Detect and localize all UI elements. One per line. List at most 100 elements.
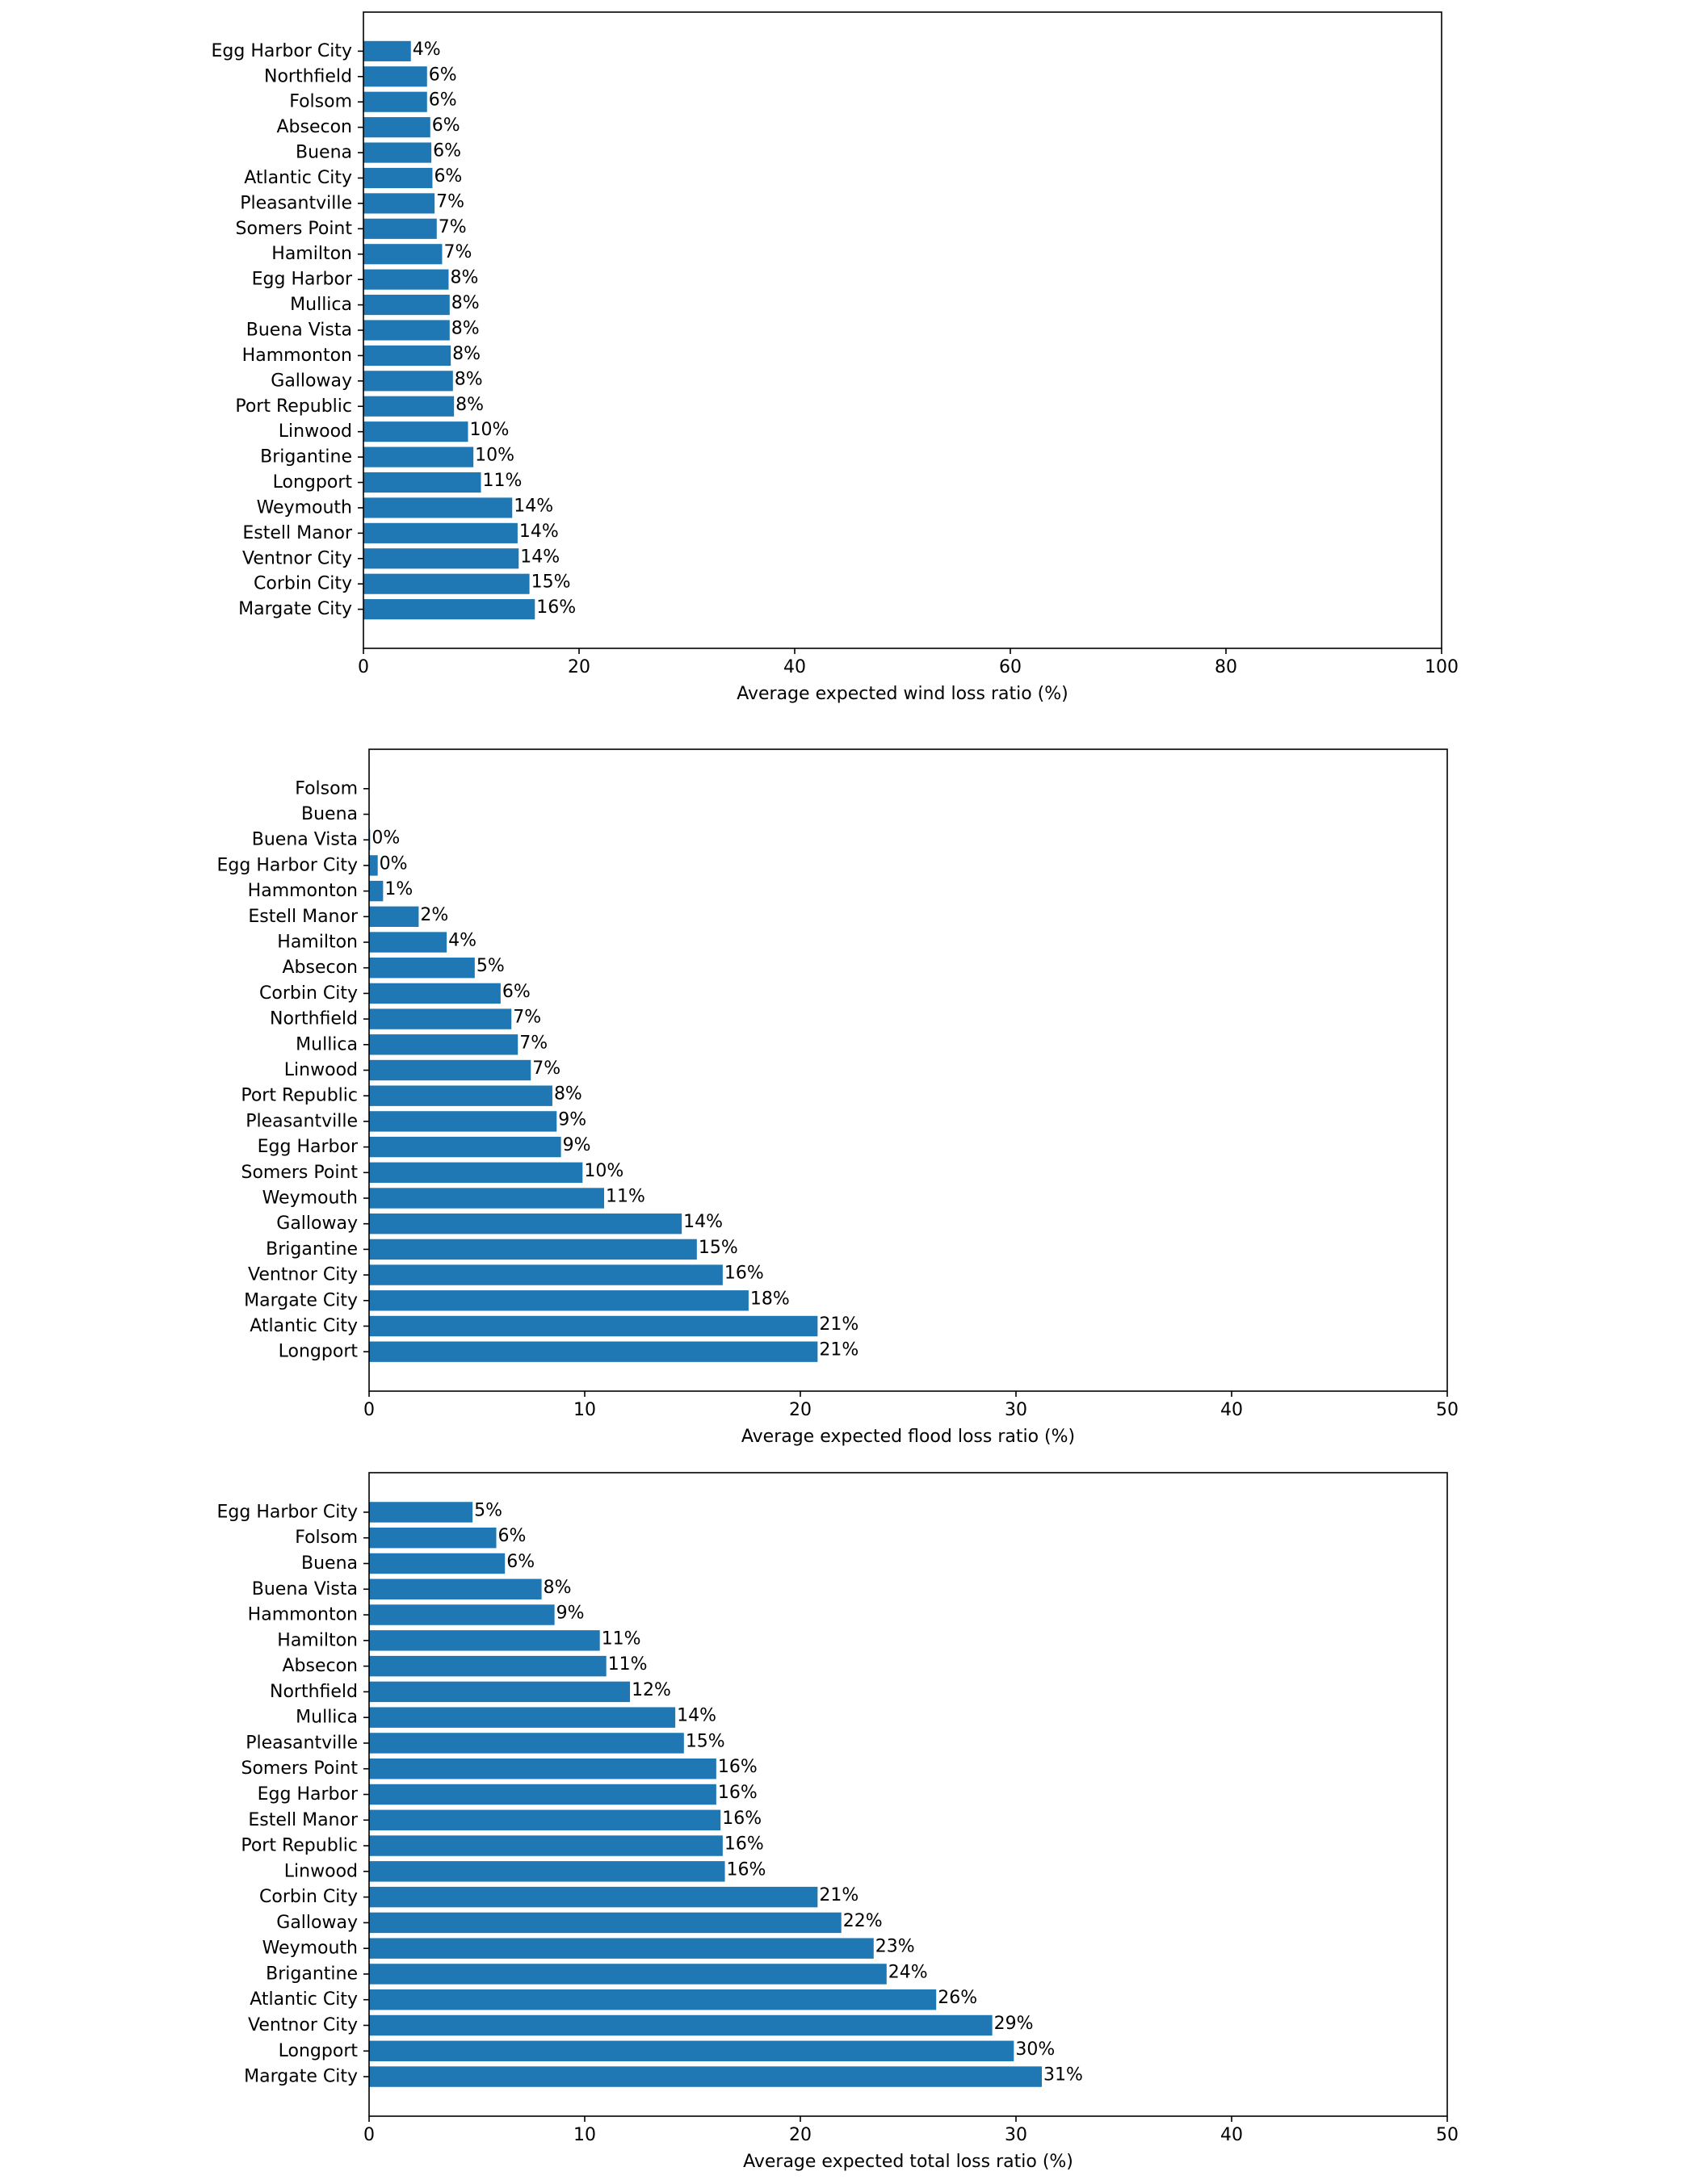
category-label: Pleasantville bbox=[246, 1733, 358, 1753]
x-tick-label: 60 bbox=[999, 657, 1022, 677]
data-label: 11% bbox=[608, 1654, 648, 1675]
data-label: 1% bbox=[384, 879, 413, 899]
bar bbox=[369, 1964, 887, 1985]
category-label: Port Republic bbox=[241, 1836, 358, 1856]
x-tick-label: 20 bbox=[568, 657, 590, 677]
bar bbox=[369, 1707, 676, 1728]
bar bbox=[363, 218, 437, 239]
bar bbox=[363, 421, 468, 442]
category-label: Hammonton bbox=[248, 881, 358, 901]
x-axis-title: Average expected flood loss ratio (%) bbox=[741, 1427, 1075, 1447]
bar bbox=[369, 1655, 607, 1677]
bar bbox=[369, 1264, 723, 1285]
data-label: 8% bbox=[544, 1578, 572, 1598]
category-label: Northfield bbox=[270, 1682, 358, 1702]
x-tick-label: 30 bbox=[1005, 2125, 1027, 2145]
data-label: 10% bbox=[469, 420, 509, 440]
category-label: Atlantic City bbox=[244, 168, 352, 188]
data-label: 15% bbox=[699, 1238, 738, 1258]
data-label: 14% bbox=[520, 547, 560, 567]
bar bbox=[369, 1136, 561, 1158]
bar bbox=[363, 345, 451, 366]
plot-frame bbox=[368, 1472, 1448, 2117]
data-label: 8% bbox=[455, 369, 483, 389]
data-label: 16% bbox=[724, 1264, 764, 1284]
data-label: 14% bbox=[683, 1212, 723, 1232]
category-label: Brigantine bbox=[266, 1239, 358, 1260]
bar bbox=[369, 1784, 716, 1805]
data-label: 16% bbox=[722, 1809, 762, 1829]
category-label: Northfield bbox=[264, 66, 352, 86]
bar bbox=[369, 1809, 721, 1830]
category-label: Buena Vista bbox=[252, 830, 358, 850]
data-label: 4% bbox=[448, 931, 476, 951]
bar bbox=[363, 167, 433, 189]
category-label: Ventnor City bbox=[242, 548, 352, 568]
bar bbox=[369, 1034, 518, 1055]
bar bbox=[363, 446, 474, 467]
data-label: 14% bbox=[519, 522, 559, 542]
category-label: Northfield bbox=[270, 1009, 358, 1029]
data-label: 11% bbox=[602, 1629, 641, 1649]
bar bbox=[363, 522, 518, 543]
category-label: Egg Harbor City bbox=[217, 1502, 358, 1522]
bar bbox=[369, 983, 501, 1004]
data-label: 7% bbox=[436, 191, 464, 212]
plot-frame bbox=[363, 11, 1442, 649]
data-label: 6% bbox=[498, 1526, 527, 1546]
data-label: 16% bbox=[724, 1834, 764, 1855]
bar bbox=[369, 1290, 749, 1311]
data-label: 12% bbox=[632, 1680, 671, 1700]
x-tick-label: 40 bbox=[1220, 2125, 1243, 2145]
bar bbox=[363, 573, 530, 594]
bar bbox=[369, 2066, 1043, 2087]
bar bbox=[369, 1341, 818, 1362]
bar bbox=[369, 1578, 542, 1599]
category-label: Weymouth bbox=[262, 1939, 358, 1959]
data-label: 8% bbox=[451, 319, 480, 339]
category-label: Estell Manor bbox=[248, 907, 359, 927]
category-label: Estell Manor bbox=[242, 523, 353, 543]
x-tick-label: 100 bbox=[1425, 657, 1459, 677]
bar bbox=[369, 1553, 506, 1574]
bar bbox=[369, 1630, 600, 1651]
data-label: 8% bbox=[451, 293, 480, 313]
category-label: Buena Vista bbox=[246, 321, 352, 341]
category-label: Mullica bbox=[290, 295, 352, 315]
category-label: Port Republic bbox=[241, 1086, 358, 1106]
category-label: Ventnor City bbox=[248, 1265, 358, 1285]
data-label: 5% bbox=[474, 1500, 502, 1520]
data-label: 30% bbox=[1015, 2039, 1055, 2060]
category-label: Egg Harbor City bbox=[217, 855, 358, 875]
x-tick-label: 80 bbox=[1215, 657, 1237, 677]
bar bbox=[369, 1528, 497, 1549]
bar bbox=[369, 1733, 684, 1754]
category-label: Weymouth bbox=[257, 497, 352, 518]
category-label: Folsom bbox=[295, 778, 358, 799]
data-label: 21% bbox=[819, 1885, 858, 1905]
bar bbox=[369, 1008, 512, 1029]
chart-panel-2: Folsom Buena Buena Vista 0% Egg Harbor City 0… bbox=[217, 748, 1459, 1447]
category-label: Absecon bbox=[282, 958, 358, 978]
bar bbox=[369, 1886, 818, 1908]
data-label: 21% bbox=[819, 1340, 858, 1360]
bar bbox=[369, 1059, 531, 1081]
bar bbox=[363, 269, 449, 290]
bar bbox=[369, 1912, 842, 1934]
bar bbox=[369, 1938, 874, 1959]
category-label: Linwood bbox=[284, 1060, 358, 1080]
category-label: Absecon bbox=[276, 117, 352, 137]
category-label: Folsom bbox=[289, 92, 352, 112]
bar bbox=[363, 244, 443, 265]
category-label: Somers Point bbox=[241, 1759, 358, 1779]
data-label: 23% bbox=[875, 1937, 915, 1957]
bar bbox=[369, 1315, 818, 1337]
data-label: 7% bbox=[513, 1008, 541, 1028]
x-tick-label: 30 bbox=[1005, 1400, 1027, 1420]
category-label: Corbin City bbox=[254, 574, 352, 594]
data-label: 15% bbox=[686, 1731, 725, 1751]
bar bbox=[363, 599, 535, 620]
bar bbox=[363, 396, 455, 417]
category-label: Hamilton bbox=[277, 933, 358, 953]
x-tick-label: 0 bbox=[358, 657, 369, 677]
